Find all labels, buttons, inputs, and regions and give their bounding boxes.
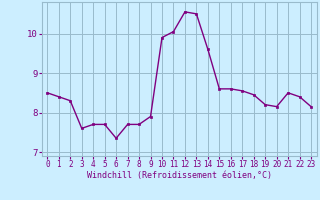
X-axis label: Windchill (Refroidissement éolien,°C): Windchill (Refroidissement éolien,°C) <box>87 171 272 180</box>
